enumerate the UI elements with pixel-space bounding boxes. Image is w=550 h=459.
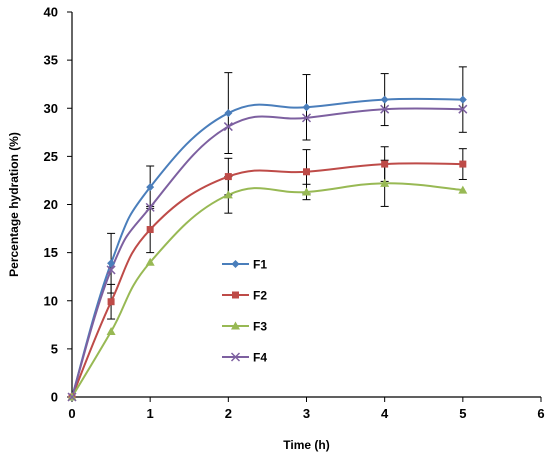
legend-marker-f4 [230,352,241,362]
data-point-f4 [223,122,233,132]
x-tick-label: 2 [225,406,232,421]
data-point-f1 [107,259,116,268]
y-tick-label: 5 [51,341,58,356]
legend-marker-f3 [231,321,240,330]
legend-marker-f1 [231,260,240,268]
data-point-f3 [223,190,233,199]
data-point-f2 [107,298,115,306]
chart-axes [71,12,541,398]
data-point-f1 [458,95,467,104]
data-point-f4 [106,265,116,275]
legend-marker-f2 [232,291,239,299]
data-point-f1 [380,95,389,104]
data-point-f4 [145,202,155,212]
chart-legend: F1 F2 F3 F4 [222,258,267,365]
legend-item-f1: F1 [222,258,267,272]
legend-label-f1: F1 [253,258,267,272]
data-point-f1 [224,109,233,118]
legend-item-f2: F2 [222,289,267,303]
y-axis-title: Percentage hydration (%) [7,132,21,277]
data-point-f3 [380,178,390,187]
x-tick-label: 1 [147,406,154,421]
x-tick-label: 6 [537,406,544,421]
data-point-f2 [303,168,310,176]
legend-item-f4: F4 [222,351,267,365]
series-line-f4 [71,107,463,398]
x-axis-title: Time (h) [283,438,329,452]
legend-item-f3: F3 [222,320,267,334]
data-point-f2 [459,160,467,168]
y-tick-label: 35 [44,53,58,68]
legend-label-f2: F2 [253,289,267,303]
y-tick-label: 40 [44,5,58,20]
series-line-f2 [71,162,463,398]
legend-label-f4: F4 [253,351,267,365]
x-tick-label: 5 [459,406,466,421]
x-tick-label: 0 [68,406,75,421]
data-point-f2 [224,173,232,181]
y-tick-label: 25 [44,149,58,164]
data-point-f1 [302,103,311,112]
data-point-f2 [146,226,154,234]
data-point-f3 [302,187,311,196]
series-lines [71,97,463,398]
y-tick-label: 30 [44,101,58,116]
data-point-f2 [381,160,389,168]
data-point-f4 [458,104,468,114]
y-tick-label: 0 [51,390,58,405]
series-line-f1 [71,97,463,398]
legend-label-f3: F3 [253,320,267,334]
x-tick-label: 3 [303,406,310,421]
y-tick-label: 15 [44,245,58,260]
data-point-f4 [67,392,77,402]
series-markers [67,95,468,402]
data-point-f3 [145,257,155,266]
y-tick-label: 10 [44,293,58,308]
y-axis-ticks: 0 5 10 15 20 25 30 35 40 [44,5,72,405]
x-tick-label: 4 [381,406,389,421]
data-point-f1 [146,183,155,192]
data-point-f3 [106,327,116,336]
y-tick-label: 20 [44,197,58,212]
data-point-f3 [458,185,468,194]
x-axis-ticks: 0 1 2 3 4 5 6 [68,397,545,421]
data-point-f4 [380,104,390,114]
data-point-f4 [301,113,312,123]
